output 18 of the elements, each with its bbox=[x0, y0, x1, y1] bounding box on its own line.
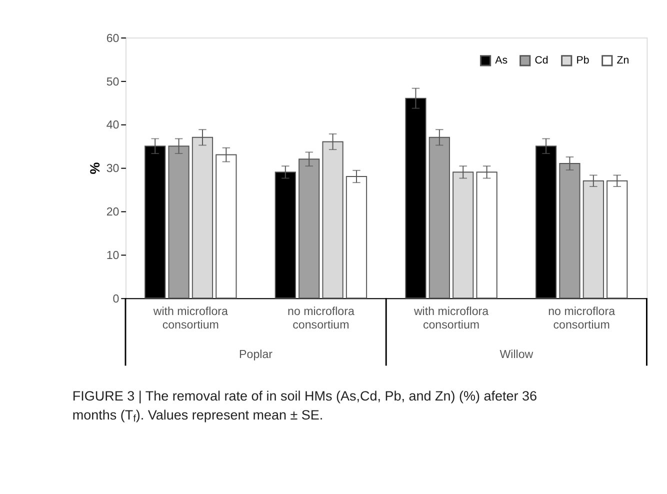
legend-label: Cd bbox=[534, 54, 548, 67]
x-tick-label: no microflora consortium bbox=[548, 306, 616, 332]
text: Poplar bbox=[239, 348, 273, 361]
legend-label: As bbox=[495, 54, 508, 67]
y-tick-label: 50 bbox=[106, 76, 120, 88]
y-tick-label: 10 bbox=[106, 250, 120, 262]
legend-label: Pb bbox=[576, 54, 590, 67]
y-tick-label: 60 bbox=[106, 32, 120, 45]
y-tick-label: 0 bbox=[112, 293, 120, 306]
y-tick-label: 30 bbox=[106, 163, 120, 176]
y-axis-title: % bbox=[88, 162, 103, 174]
text: Willow bbox=[500, 348, 534, 361]
x-tick-label: no microflora consortium bbox=[287, 306, 355, 332]
legend-label: Zn bbox=[616, 54, 630, 67]
x-tick-label: with microflora consortium bbox=[412, 306, 490, 332]
x-tick-label: with microflora consortium bbox=[152, 306, 229, 332]
y-tick-label: 20 bbox=[106, 206, 120, 219]
y-tick-label: 40 bbox=[106, 120, 120, 132]
